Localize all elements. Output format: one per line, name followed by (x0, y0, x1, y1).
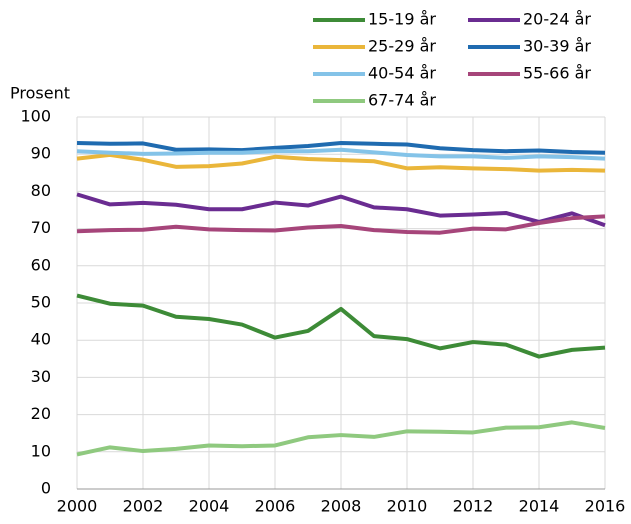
series-line (76, 141, 606, 155)
y-tick-label: 100 (20, 107, 51, 126)
series-line (76, 147, 606, 161)
y-tick-label: 0 (41, 479, 51, 498)
x-tick-label: 2016 (585, 497, 626, 516)
series-line (76, 152, 606, 173)
legend-label: 25-29 år (368, 37, 436, 56)
series-line (76, 293, 606, 359)
y-tick-label: 80 (31, 181, 51, 200)
x-tick-label: 2004 (189, 497, 230, 516)
x-tick-label: 2006 (255, 497, 296, 516)
legend-label: 30-39 år (523, 37, 591, 56)
x-tick-label: 2012 (453, 497, 494, 516)
y-tick-label: 60 (31, 255, 51, 274)
legend-label: 67-74 år (368, 91, 436, 110)
x-tick-label: 2014 (519, 497, 560, 516)
y-tick-label: 30 (31, 367, 51, 386)
y-tick-label: 40 (31, 330, 51, 349)
legend-label: 15-19 år (368, 10, 436, 29)
y-tick-label: 90 (31, 144, 51, 163)
y-tick-label: 20 (31, 404, 51, 423)
x-tick-label: 2008 (321, 497, 362, 516)
series-line (76, 192, 606, 228)
series-line (76, 420, 606, 457)
y-tick-label: 10 (31, 441, 51, 460)
y-tick-label: 70 (31, 218, 51, 237)
series-line (76, 214, 606, 235)
x-tick-label: 2010 (387, 497, 428, 516)
legend-label: 20-24 år (523, 10, 591, 29)
legend-label: 55-66 år (523, 64, 591, 83)
y-axis-label: Prosent (10, 84, 70, 103)
x-tick-label: 2002 (123, 497, 164, 516)
y-tick-label: 50 (31, 293, 51, 312)
x-tick-label: 2000 (57, 497, 98, 516)
legend-label: 40-54 år (368, 64, 436, 83)
